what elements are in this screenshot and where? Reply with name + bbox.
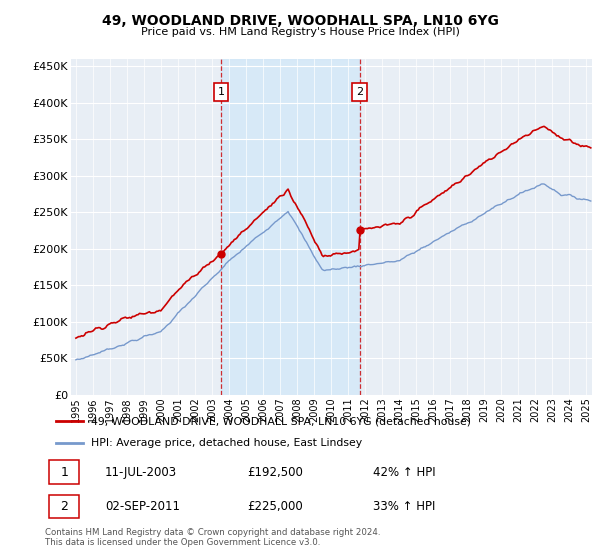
Text: 1: 1 xyxy=(218,87,224,97)
Text: 33% ↑ HPI: 33% ↑ HPI xyxy=(373,500,435,513)
Text: 2: 2 xyxy=(356,87,363,97)
Text: 02-SEP-2011: 02-SEP-2011 xyxy=(105,500,180,513)
Text: 2: 2 xyxy=(60,500,68,513)
FancyBboxPatch shape xyxy=(49,460,79,484)
Text: £225,000: £225,000 xyxy=(247,500,303,513)
Text: Contains HM Land Registry data © Crown copyright and database right 2024.
This d: Contains HM Land Registry data © Crown c… xyxy=(45,528,380,547)
Text: £192,500: £192,500 xyxy=(247,465,303,479)
FancyBboxPatch shape xyxy=(49,494,79,519)
Text: 42% ↑ HPI: 42% ↑ HPI xyxy=(373,465,435,479)
Text: 1: 1 xyxy=(60,465,68,479)
Text: 49, WOODLAND DRIVE, WOODHALL SPA, LN10 6YG: 49, WOODLAND DRIVE, WOODHALL SPA, LN10 6… xyxy=(101,14,499,28)
Text: Price paid vs. HM Land Registry's House Price Index (HPI): Price paid vs. HM Land Registry's House … xyxy=(140,27,460,37)
Text: 49, WOODLAND DRIVE, WOODHALL SPA, LN10 6YG (detached house): 49, WOODLAND DRIVE, WOODHALL SPA, LN10 6… xyxy=(91,416,472,426)
Bar xyxy=(221,59,359,395)
Text: HPI: Average price, detached house, East Lindsey: HPI: Average price, detached house, East… xyxy=(91,438,362,448)
Text: 11-JUL-2003: 11-JUL-2003 xyxy=(105,465,177,479)
